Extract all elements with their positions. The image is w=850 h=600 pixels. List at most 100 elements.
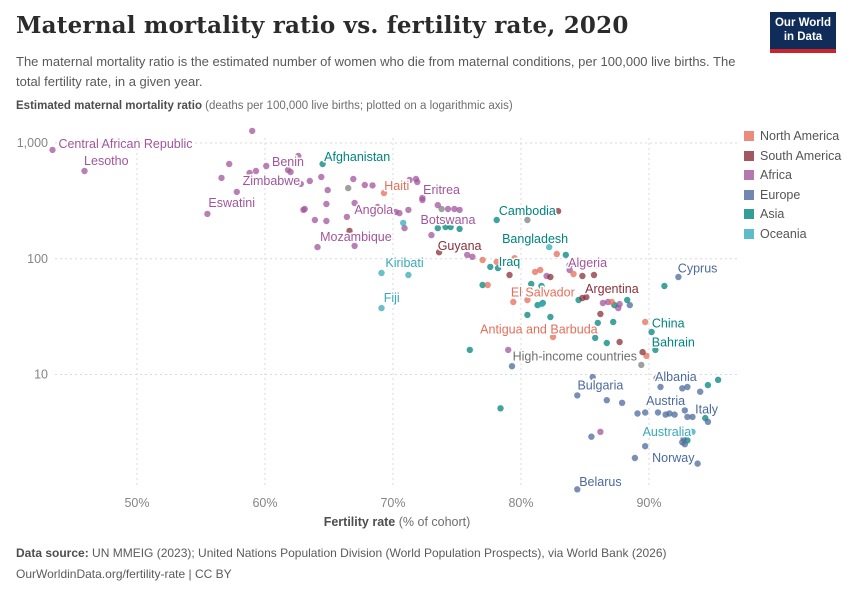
- data-point[interactable]: [590, 271, 598, 279]
- data-point[interactable]: [506, 271, 513, 279]
- data-point[interactable]: [412, 175, 420, 183]
- data-point[interactable]: [487, 263, 494, 271]
- data-point[interactable]: [666, 410, 673, 417]
- data-point[interactable]: [681, 441, 688, 448]
- data-point[interactable]: [531, 268, 539, 276]
- data-point[interactable]: [378, 269, 385, 277]
- data-point[interactable]: [428, 231, 435, 239]
- legend-item-oceania[interactable]: Oceania: [744, 227, 841, 241]
- data-point[interactable]: [538, 282, 545, 290]
- data-point[interactable]: [434, 224, 441, 232]
- data-point[interactable]: [405, 206, 412, 214]
- data-point[interactable]: [603, 397, 610, 404]
- country-label[interactable]: Cyprus: [676, 260, 719, 277]
- data-point[interactable]: [505, 346, 512, 354]
- legend-item-africa[interactable]: Africa: [744, 168, 841, 182]
- data-point[interactable]: [524, 216, 531, 224]
- data-point[interactable]: [547, 313, 554, 321]
- data-point[interactable]: [671, 411, 678, 418]
- country-label[interactable]: Antigua and Barbuda: [479, 321, 600, 338]
- data-point[interactable]: [314, 243, 321, 251]
- country-label[interactable]: Angola: [353, 201, 395, 218]
- data-point[interactable]: [689, 428, 696, 435]
- legend-item-asia[interactable]: Asia: [744, 207, 841, 221]
- data-point[interactable]: [295, 152, 302, 160]
- data-point[interactable]: [464, 251, 471, 259]
- owid-logo[interactable]: Our World in Data: [770, 12, 836, 53]
- data-point[interactable]: [401, 224, 408, 232]
- data-point[interactable]: [263, 162, 270, 170]
- data-point[interactable]: [324, 186, 331, 194]
- data-point[interactable]: [583, 293, 590, 301]
- data-point[interactable]: [346, 227, 353, 235]
- data-point[interactable]: [343, 213, 351, 221]
- country-label[interactable]: Albania: [654, 369, 699, 386]
- data-point[interactable]: [252, 167, 260, 175]
- data-point[interactable]: [345, 184, 352, 192]
- data-point[interactable]: [406, 176, 413, 184]
- data-point[interactable]: [631, 454, 639, 462]
- data-point[interactable]: [451, 205, 458, 213]
- country-label[interactable]: Bulgaria: [576, 377, 625, 394]
- data-point[interactable]: [589, 373, 596, 381]
- data-point[interactable]: [661, 282, 668, 290]
- data-point[interactable]: [442, 223, 449, 231]
- country-label[interactable]: Afghanistan: [323, 149, 392, 166]
- legend-item-southAmerica[interactable]: South America: [744, 149, 841, 163]
- data-point[interactable]: [246, 169, 253, 177]
- data-point[interactable]: [49, 146, 56, 154]
- data-point[interactable]: [323, 200, 330, 208]
- data-point[interactable]: [642, 443, 649, 450]
- data-point[interactable]: [311, 216, 319, 224]
- country-label[interactable]: Belarus: [578, 473, 623, 490]
- country-label[interactable]: Fiji: [382, 289, 401, 306]
- country-label[interactable]: Norway: [651, 450, 697, 467]
- country-label[interactable]: China: [650, 315, 686, 332]
- data-point[interactable]: [570, 270, 577, 278]
- data-point[interactable]: [639, 348, 646, 356]
- data-point[interactable]: [456, 225, 463, 233]
- country-label[interactable]: Haiti: [383, 177, 411, 194]
- data-point[interactable]: [681, 407, 688, 414]
- data-point[interactable]: [618, 399, 626, 406]
- data-point[interactable]: [419, 196, 426, 204]
- legend-item-northAmerica[interactable]: North America: [744, 129, 841, 143]
- data-point[interactable]: [484, 281, 491, 289]
- country-label[interactable]: Botswana: [419, 212, 477, 229]
- data-point[interactable]: [497, 405, 504, 412]
- data-point[interactable]: [493, 216, 500, 224]
- data-point[interactable]: [592, 334, 599, 342]
- country-label[interactable]: Guyana: [436, 237, 483, 254]
- data-point[interactable]: [466, 346, 473, 354]
- data-point[interactable]: [603, 339, 610, 347]
- data-point[interactable]: [642, 318, 649, 326]
- data-point[interactable]: [626, 301, 633, 309]
- data-point[interactable]: [323, 217, 330, 225]
- country-label[interactable]: Australia: [641, 423, 693, 440]
- country-label[interactable]: Austria: [645, 393, 687, 410]
- data-point[interactable]: [444, 205, 452, 213]
- data-point[interactable]: [287, 168, 294, 176]
- data-point[interactable]: [638, 361, 645, 369]
- country-label[interactable]: Bahrain: [650, 334, 696, 351]
- data-point[interactable]: [494, 264, 502, 272]
- data-point[interactable]: [684, 383, 691, 391]
- data-point[interactable]: [538, 300, 545, 308]
- data-point[interactable]: [648, 328, 655, 336]
- country-label[interactable]: Argentina: [584, 280, 641, 297]
- data-point[interactable]: [675, 273, 682, 281]
- data-point[interactable]: [654, 409, 662, 416]
- data-point[interactable]: [579, 272, 586, 280]
- data-point[interactable]: [438, 205, 445, 213]
- country-label[interactable]: Eswatini: [207, 195, 257, 212]
- data-point[interactable]: [549, 333, 557, 341]
- country-label[interactable]: Mozambique: [319, 229, 394, 246]
- data-point[interactable]: [597, 428, 604, 435]
- data-point[interactable]: [562, 251, 569, 259]
- country-label[interactable]: Lesotho: [83, 152, 131, 169]
- data-point[interactable]: [479, 256, 486, 264]
- legend-item-europe[interactable]: Europe: [744, 188, 841, 202]
- country-label[interactable]: Eritrea: [422, 182, 462, 199]
- data-point[interactable]: [378, 304, 385, 312]
- data-point[interactable]: [679, 385, 686, 392]
